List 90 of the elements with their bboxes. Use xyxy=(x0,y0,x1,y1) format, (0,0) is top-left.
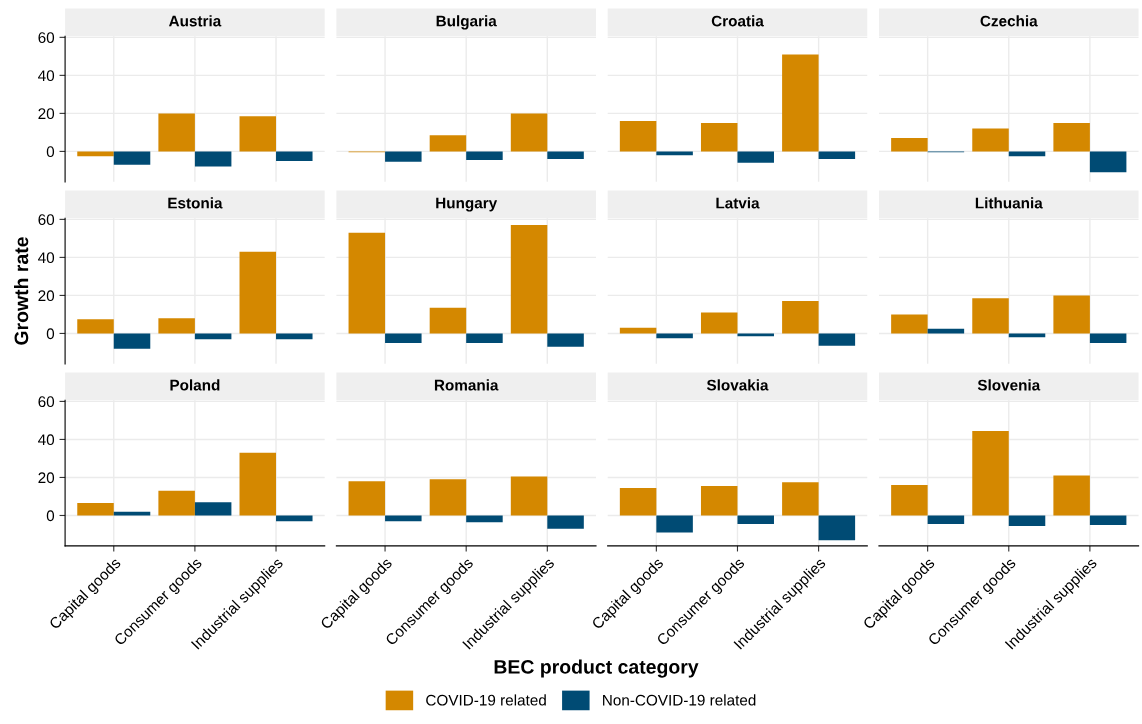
chart-title: Bulgaria xyxy=(436,15,497,30)
chart-title: Slovenia xyxy=(977,379,1041,391)
bar xyxy=(737,151,774,163)
bar xyxy=(113,333,151,349)
y-tick-label: 40 xyxy=(38,252,55,264)
y-tick-label: 40 xyxy=(38,434,55,446)
y-tick-label: 40 xyxy=(38,70,55,82)
bar xyxy=(385,333,422,343)
bar xyxy=(429,479,467,516)
bar xyxy=(466,333,503,343)
bar xyxy=(1089,151,1127,173)
chart-title: Estonia xyxy=(168,197,223,209)
bar xyxy=(619,120,657,152)
chart-title: Romania xyxy=(434,379,499,391)
x-axis-title: BEC product category xyxy=(494,659,699,678)
y-tick-label: 20 xyxy=(38,290,55,302)
bar xyxy=(1008,333,1046,338)
y-tick-label: 20 xyxy=(38,108,55,120)
bar xyxy=(348,481,386,516)
bar xyxy=(547,333,584,347)
bar xyxy=(818,515,856,541)
bar xyxy=(547,515,584,529)
bar xyxy=(194,333,232,340)
chart-title: Poland xyxy=(170,379,220,391)
y-tick-label: 0 xyxy=(46,146,55,158)
bar xyxy=(1089,333,1127,343)
chart-title: Austria xyxy=(168,15,222,27)
bar xyxy=(700,312,738,334)
bar xyxy=(113,151,151,165)
bar xyxy=(972,298,1009,334)
bar xyxy=(700,122,738,152)
y-tick-label: 0 xyxy=(46,510,55,522)
bar xyxy=(385,515,422,522)
bar xyxy=(1008,515,1046,526)
bar xyxy=(466,515,503,523)
bar xyxy=(239,251,277,334)
bar xyxy=(239,116,277,152)
bar xyxy=(276,333,313,340)
bar xyxy=(77,151,114,157)
y-tick-label: 60 xyxy=(38,32,55,44)
bar xyxy=(656,151,693,156)
chart-title: Hungary xyxy=(436,197,498,212)
chart-title: Lithuania xyxy=(975,197,1043,209)
bar xyxy=(656,515,693,533)
y-tick-label: 60 xyxy=(38,396,55,408)
bar xyxy=(891,314,928,334)
bar xyxy=(348,232,386,334)
bar xyxy=(656,333,693,339)
bar xyxy=(77,503,114,516)
y-tick-label: 60 xyxy=(38,214,55,226)
bar xyxy=(194,151,232,167)
bar xyxy=(782,482,819,516)
bar xyxy=(782,54,819,152)
bar xyxy=(1089,515,1127,525)
y-tick-label: 0 xyxy=(46,328,55,340)
bar xyxy=(619,487,657,516)
bar xyxy=(276,151,313,161)
bar xyxy=(891,485,928,516)
bar xyxy=(429,307,467,334)
bar xyxy=(158,318,195,334)
chart-title: Slovakia xyxy=(706,379,769,391)
bar xyxy=(972,430,1009,516)
bar xyxy=(700,486,738,516)
chart-title: Latvia xyxy=(716,197,760,209)
bar xyxy=(1053,475,1090,516)
y-tick-label: 20 xyxy=(38,472,55,484)
bar xyxy=(818,151,856,160)
bar xyxy=(737,515,774,525)
chart-title: Czechia xyxy=(980,15,1038,27)
legend-label: Non-COVID-19 related xyxy=(603,694,756,706)
bar xyxy=(510,225,548,334)
bar xyxy=(927,515,965,525)
legend-label: COVID-19 related xyxy=(426,694,546,706)
bar xyxy=(1053,122,1090,152)
bar xyxy=(972,128,1009,152)
bar xyxy=(77,319,114,334)
bar xyxy=(782,301,819,334)
bar xyxy=(1053,295,1090,334)
bar xyxy=(239,452,277,516)
bar xyxy=(158,490,195,516)
bar xyxy=(510,476,548,516)
chart-title: Croatia xyxy=(711,15,764,27)
bar xyxy=(1008,151,1046,157)
bar xyxy=(194,502,232,516)
bar xyxy=(818,333,856,346)
bar xyxy=(158,113,195,152)
bar xyxy=(737,333,774,337)
bar xyxy=(891,138,928,152)
bar xyxy=(276,515,313,522)
y-axis-title: Growth rate xyxy=(14,237,29,345)
